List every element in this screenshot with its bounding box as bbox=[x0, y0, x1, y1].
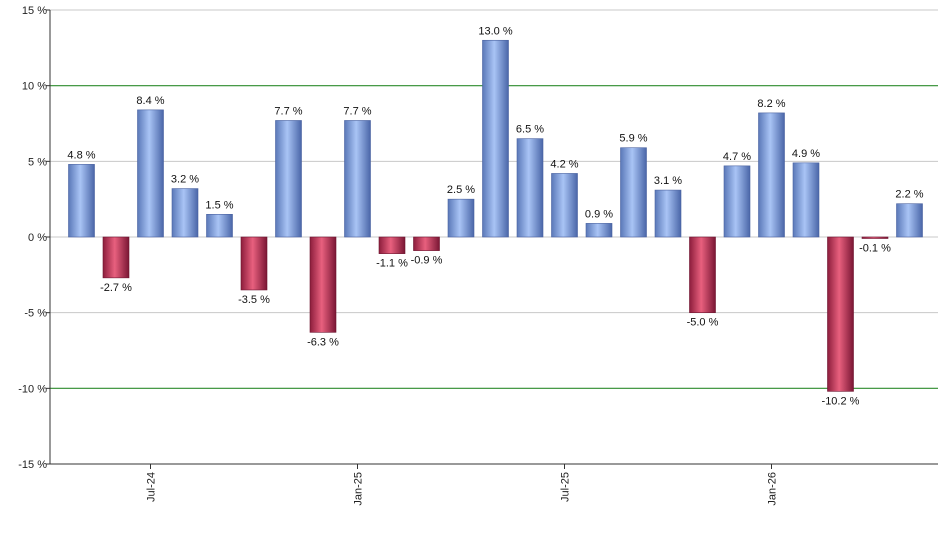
bar bbox=[240, 236, 268, 291]
bar bbox=[620, 147, 647, 238]
y-tick-label: -15 % bbox=[18, 459, 47, 471]
bar bbox=[792, 162, 820, 238]
y-tick-label: -10 % bbox=[18, 383, 47, 395]
y-tick-label: 5 % bbox=[28, 156, 47, 168]
bar-value-label: 5.9 % bbox=[619, 133, 647, 145]
bar bbox=[689, 236, 716, 313]
bar bbox=[171, 188, 199, 238]
bar-value-label: 6.5 % bbox=[516, 124, 544, 136]
bar-value-label: 13.0 % bbox=[478, 25, 512, 37]
bar-value-label: 7.7 % bbox=[274, 105, 302, 117]
bar bbox=[861, 236, 889, 239]
bars bbox=[68, 39, 923, 392]
bar-value-label: -0.1 % bbox=[859, 243, 891, 255]
bar bbox=[137, 109, 164, 238]
x-tick-label: Jan-26 bbox=[767, 472, 779, 506]
bar-value-label: 4.7 % bbox=[723, 151, 751, 163]
bar-value-label: -3.5 % bbox=[238, 294, 270, 306]
axes bbox=[46, 9, 938, 469]
bar bbox=[758, 112, 785, 238]
bar bbox=[447, 198, 475, 238]
bar bbox=[275, 120, 302, 238]
bar bbox=[551, 173, 578, 238]
x-tick-label: Jul-25 bbox=[560, 472, 572, 502]
bar-value-label: -1.1 % bbox=[376, 258, 408, 270]
y-tick-label: 0 % bbox=[28, 232, 47, 244]
bar-value-label: 2.5 % bbox=[447, 184, 475, 196]
y-tick-label: -5 % bbox=[24, 308, 47, 320]
bar bbox=[309, 236, 337, 333]
y-tick-label: 10 % bbox=[22, 81, 47, 93]
bar-value-label: 1.5 % bbox=[205, 199, 233, 211]
bar bbox=[413, 236, 440, 251]
bar bbox=[654, 189, 682, 238]
bar bbox=[482, 39, 509, 238]
bar-value-label: 3.2 % bbox=[171, 174, 199, 186]
bar bbox=[827, 236, 854, 392]
bar-value-label: 3.1 % bbox=[654, 175, 682, 187]
bar bbox=[516, 138, 544, 238]
x-tick-label: Jan-25 bbox=[353, 472, 365, 506]
bar bbox=[723, 165, 751, 238]
y-tick-label: 15 % bbox=[22, 5, 47, 17]
bar-value-label: -6.3 % bbox=[307, 336, 339, 348]
bar bbox=[102, 236, 130, 279]
labels: -15 % -10 % -5 % 0 % 5 % 10 % 15 % 4.8 % -2.7 % 8… bbox=[18, 5, 924, 506]
bar-value-label: 4.9 % bbox=[792, 148, 820, 160]
bar-value-label: 8.2 % bbox=[757, 98, 785, 110]
bar-value-label: 7.7 % bbox=[343, 105, 371, 117]
bar-value-label: -10.2 % bbox=[822, 395, 860, 407]
bar-value-label: -5.0 % bbox=[687, 317, 719, 329]
bar bbox=[68, 164, 95, 238]
bar bbox=[896, 203, 923, 238]
bar-value-label: 8.4 % bbox=[136, 95, 164, 107]
bar-value-label: 4.2 % bbox=[550, 158, 578, 170]
bar bbox=[378, 236, 406, 254]
bar bbox=[585, 223, 613, 238]
bar-value-label: -2.7 % bbox=[100, 282, 132, 294]
x-tick-label: Jul-24 bbox=[146, 472, 158, 502]
bar-value-label: 0.9 % bbox=[585, 208, 613, 220]
bar-value-label: -0.9 % bbox=[411, 255, 443, 267]
bar bbox=[344, 120, 371, 238]
bar-value-label: 2.2 % bbox=[895, 189, 923, 201]
bar bbox=[206, 214, 233, 238]
bar-value-label: 4.8 % bbox=[67, 149, 95, 161]
